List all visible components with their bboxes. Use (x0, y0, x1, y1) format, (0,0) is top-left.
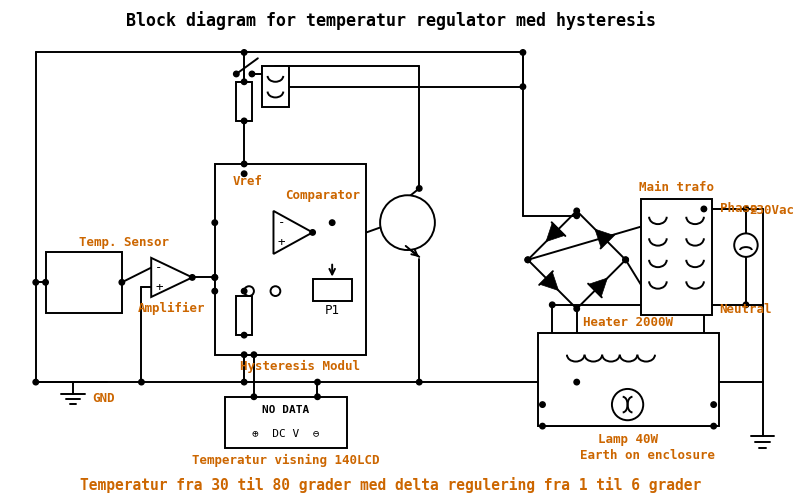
Text: NO DATA: NO DATA (262, 405, 310, 415)
Bar (236, 82, 252, 121)
Circle shape (574, 208, 579, 214)
Circle shape (242, 288, 247, 294)
Circle shape (119, 280, 125, 285)
Polygon shape (589, 278, 607, 297)
Circle shape (242, 171, 247, 177)
Circle shape (212, 275, 218, 280)
Circle shape (250, 71, 254, 76)
Circle shape (234, 71, 239, 76)
Circle shape (242, 379, 247, 385)
Text: Block diagram for temperatur regulator med hysteresis: Block diagram for temperatur regulator m… (126, 11, 656, 30)
Bar (262, 66, 289, 107)
Text: ⊕  DC V  ⊖: ⊕ DC V ⊖ (252, 429, 319, 439)
Circle shape (734, 233, 758, 257)
Circle shape (212, 288, 218, 294)
Polygon shape (274, 211, 313, 254)
Circle shape (417, 186, 422, 191)
Circle shape (242, 50, 247, 55)
Circle shape (33, 379, 38, 385)
Text: Hysteresis Modul: Hysteresis Modul (240, 360, 360, 373)
Circle shape (33, 280, 38, 285)
Circle shape (242, 161, 247, 166)
Text: -: - (278, 216, 285, 229)
Circle shape (574, 213, 579, 218)
Text: 230Vac: 230Vac (749, 204, 794, 217)
Text: +: + (155, 281, 162, 294)
Polygon shape (540, 272, 558, 291)
Circle shape (701, 206, 706, 212)
Circle shape (623, 257, 628, 263)
Circle shape (242, 79, 247, 85)
Circle shape (212, 275, 218, 280)
Circle shape (540, 424, 546, 429)
Text: GND: GND (93, 392, 115, 405)
Polygon shape (151, 258, 192, 297)
Circle shape (743, 302, 749, 307)
Circle shape (330, 220, 335, 225)
Text: Earth on enclosure: Earth on enclosure (580, 449, 715, 462)
Circle shape (743, 206, 749, 212)
Text: Temperatur fra 30 til 80 grader med delta regulering fra 1 til 6 grader: Temperatur fra 30 til 80 grader med delt… (80, 477, 702, 493)
Text: P1: P1 (325, 304, 340, 317)
Bar (46, 252, 122, 313)
Circle shape (138, 379, 144, 385)
Circle shape (417, 379, 422, 385)
Circle shape (540, 402, 546, 407)
Circle shape (251, 394, 257, 399)
Text: +: + (278, 236, 285, 248)
Text: Phase: Phase (719, 202, 757, 215)
Circle shape (270, 286, 280, 296)
Bar (313, 279, 352, 301)
Text: Comparator: Comparator (285, 189, 360, 202)
Circle shape (310, 230, 315, 235)
Circle shape (380, 195, 435, 250)
Text: Heater 2000W: Heater 2000W (583, 316, 673, 329)
Text: Lamp 40W: Lamp 40W (598, 433, 658, 446)
Circle shape (212, 220, 218, 225)
Circle shape (574, 379, 579, 385)
Bar (214, 164, 366, 355)
Polygon shape (546, 223, 565, 241)
Circle shape (612, 389, 643, 420)
Circle shape (711, 402, 717, 407)
Bar (236, 296, 252, 335)
Text: Temp. Sensor: Temp. Sensor (79, 236, 169, 248)
Circle shape (711, 424, 717, 429)
Circle shape (43, 280, 48, 285)
Circle shape (314, 394, 320, 399)
Bar (225, 397, 347, 448)
Circle shape (251, 352, 257, 358)
Text: -: - (155, 261, 162, 274)
Circle shape (525, 257, 530, 263)
Circle shape (623, 257, 628, 263)
Circle shape (314, 379, 320, 385)
Circle shape (525, 257, 530, 263)
Text: Amplifier: Amplifier (138, 302, 206, 315)
Circle shape (520, 50, 526, 55)
Circle shape (244, 286, 254, 296)
Text: Main trafo: Main trafo (639, 181, 714, 194)
Bar (538, 333, 718, 426)
Bar (642, 199, 712, 314)
Text: Vref: Vref (232, 175, 262, 188)
Polygon shape (595, 229, 614, 248)
Circle shape (520, 84, 526, 90)
Circle shape (242, 118, 247, 124)
Circle shape (242, 352, 247, 358)
Circle shape (550, 302, 555, 307)
Circle shape (190, 275, 195, 280)
Text: Temperatur visning 140LCD: Temperatur visning 140LCD (192, 454, 379, 467)
Text: Neutral: Neutral (719, 303, 772, 316)
Circle shape (574, 306, 579, 311)
Circle shape (242, 332, 247, 338)
